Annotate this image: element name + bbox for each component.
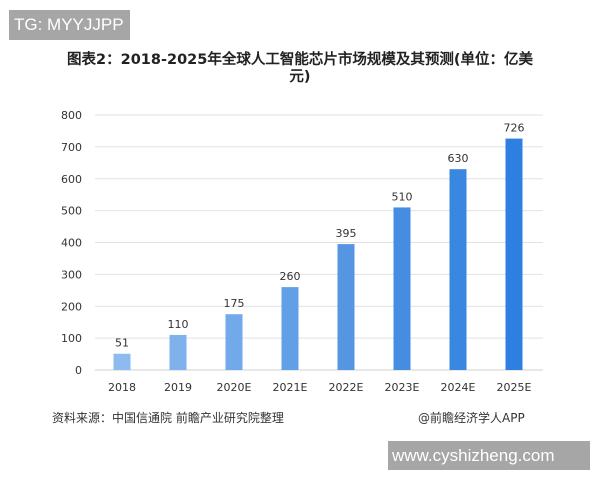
data-label: 395 bbox=[336, 227, 357, 240]
y-tick-label: 500 bbox=[61, 205, 82, 218]
x-tick-label: 2022E bbox=[329, 381, 364, 394]
watermark-site: www.cyshizheng.com bbox=[388, 441, 590, 470]
y-tick-label: 100 bbox=[61, 332, 82, 345]
x-tick-label: 2021E bbox=[273, 381, 308, 394]
source-note: 资料来源：中国信通院 前瞻产业研究院整理 bbox=[52, 411, 284, 425]
y-tick-label: 600 bbox=[61, 173, 82, 186]
bar-2025E bbox=[505, 138, 523, 370]
y-tick-label: 700 bbox=[61, 141, 82, 154]
y-tick-label: 400 bbox=[61, 237, 82, 250]
data-label: 510 bbox=[392, 190, 413, 203]
x-tick-label: 2023E bbox=[385, 381, 420, 394]
y-tick-label: 300 bbox=[61, 268, 82, 281]
bar-2018 bbox=[113, 353, 131, 370]
data-label: 51 bbox=[115, 337, 129, 350]
data-label: 175 bbox=[224, 297, 245, 310]
x-tick-label: 2018 bbox=[108, 381, 136, 394]
y-tick-label: 800 bbox=[61, 109, 82, 122]
data-label: 630 bbox=[448, 152, 469, 165]
bar-2023E bbox=[393, 207, 411, 370]
brand-credit: @前瞻经济学人APP bbox=[418, 411, 525, 425]
y-tick-label: 0 bbox=[75, 364, 82, 377]
chart-title: 图表2：2018-2025年全球人工智能芯片市场规模及其预测(单位：亿美元) bbox=[67, 52, 533, 85]
bar-2020E bbox=[225, 314, 243, 370]
bar-2019 bbox=[169, 334, 187, 370]
x-tick-label: 2019 bbox=[164, 381, 192, 394]
x-tick-label: 2020E bbox=[217, 381, 252, 394]
x-tick-label: 2024E bbox=[441, 381, 476, 394]
bar-2021E bbox=[281, 287, 299, 370]
bar-2022E bbox=[337, 244, 355, 370]
data-label: 260 bbox=[280, 270, 301, 283]
y-tick-label: 200 bbox=[61, 300, 82, 313]
data-label: 110 bbox=[168, 318, 189, 331]
bar-2024E bbox=[449, 169, 467, 370]
watermark-tg: TG: MYYJJPP bbox=[9, 10, 130, 40]
data-label: 726 bbox=[504, 122, 525, 135]
x-tick-label: 2025E bbox=[497, 381, 532, 394]
